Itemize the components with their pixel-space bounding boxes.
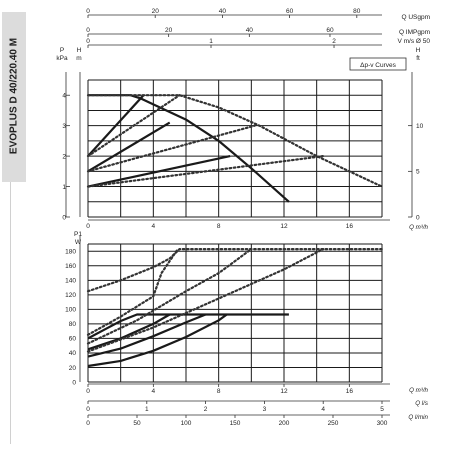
top-axis-tick-label: 1 (209, 38, 213, 45)
top-axis-tick-label: 0 (86, 27, 90, 34)
max-speed-curve (86, 248, 253, 345)
top-axis-tick-label: 0 (86, 8, 90, 15)
bottom-axis-tick-label: 100 (181, 420, 192, 427)
top-axis-tick-label: 0 (86, 38, 90, 45)
legend-label: Δp-v Curves (360, 62, 397, 69)
left-axis-tick-label: 20 (69, 365, 77, 372)
max-speed-curve (86, 94, 181, 158)
product-label-rule (10, 182, 11, 444)
right-axis-tick-label: 0 (416, 214, 420, 221)
bottom-axis-unit: Q l/min (408, 414, 428, 421)
top-axis-unit: Q USgpm (401, 14, 430, 21)
operating-curve (87, 94, 145, 157)
max-speed-curve (86, 248, 179, 336)
bottom-axis-tick-label: 8 (217, 388, 221, 395)
left-axis-label: P (60, 47, 64, 54)
bottom-axis-tick-label: 0 (86, 223, 90, 230)
right-axis-label: H (416, 47, 421, 54)
bottom-axis-tick-label: 50 (133, 420, 141, 427)
top-axis-tick-label: 60 (286, 8, 294, 15)
left-axis-tick-label: 180 (65, 249, 76, 256)
bottom-axis-tick-label: 0 (86, 420, 90, 427)
max-speed-curve (86, 248, 325, 353)
bottom-axis-unit: Q m³/h (409, 387, 428, 394)
left-axis-tick-label: 3 (62, 123, 66, 130)
operating-curve (88, 94, 290, 203)
bottom-axis-tick-label: 4 (152, 223, 156, 230)
left-axis-tick-label: 80 (69, 321, 77, 328)
left-axis-label: H (77, 47, 82, 54)
left-axis-label: W (75, 239, 82, 246)
max-speed-curve (86, 124, 256, 173)
left-axis-tick-label: 0 (62, 214, 66, 221)
operating-curve (87, 313, 228, 368)
bottom-axis-tick-label: 3 (263, 406, 267, 413)
top-axis-unit: Q IMPgpm (399, 29, 430, 36)
max-speed-curve (86, 248, 384, 293)
bottom-axis-tick-label: 8 (217, 223, 221, 230)
left-axis-tick-label: 40 (69, 350, 77, 357)
bottom-axis-tick-label: 0 (86, 388, 90, 395)
left-axis-tick-label: 0 (72, 379, 76, 386)
top-axis-tick-label: 80 (353, 8, 361, 15)
left-axis-tick-label: 2 (62, 153, 66, 160)
operating-curve (87, 313, 289, 340)
left-axis-tick-label: 120 (65, 292, 76, 299)
top-axis-unit: V m/s Ø 50 (397, 38, 430, 45)
bottom-axis-tick-label: 16 (346, 388, 354, 395)
right-axis-tick-label: 10 (416, 123, 424, 130)
left-axis-label: P1 (74, 231, 82, 238)
top-axis-tick-label: 20 (165, 27, 173, 34)
top-axis-tick-label: 60 (326, 27, 334, 34)
bottom-axis-tick-label: 16 (346, 223, 354, 230)
bottom-axis-tick-label: 4 (152, 388, 156, 395)
left-axis-label: m (76, 55, 81, 62)
top-axis-tick-label: 40 (246, 27, 254, 34)
left-axis-tick-label: 160 (65, 263, 76, 270)
right-axis-tick-label: 5 (416, 169, 420, 176)
bottom-axis-unit: Q l/s (415, 400, 428, 407)
bottom-axis-tick-label: 2 (204, 406, 208, 413)
left-axis-label: kPa (56, 55, 68, 62)
bottom-axis-tick-label: 200 (279, 420, 290, 427)
operating-curve (87, 155, 231, 188)
bottom-axis-tick-label: 12 (280, 388, 288, 395)
product-label-tab (2, 12, 26, 182)
bottom-axis-tick-label: 12 (280, 223, 288, 230)
bottom-axis-tick-label: 150 (230, 420, 241, 427)
top-axis-tick-label: 20 (152, 8, 160, 15)
max-speed-curve (86, 94, 384, 188)
operating-curve (87, 121, 171, 173)
right-axis-label: ft (416, 55, 420, 62)
bottom-axis-tick-label: 1 (145, 406, 149, 413)
left-axis-tick-label: 4 (62, 93, 66, 100)
top-axis-tick-label: 40 (219, 8, 227, 15)
left-axis-tick-label: 60 (69, 336, 77, 343)
left-axis-tick-label: 100 (65, 307, 76, 314)
left-axis-tick-label: 140 (65, 278, 76, 285)
bottom-axis-tick-label: 0 (86, 406, 90, 413)
legend-box (349, 57, 407, 71)
bottom-axis-tick-label: 250 (328, 420, 339, 427)
left-axis-tick-label: 1 (62, 184, 66, 191)
bottom-axis-unit: Q m³/h (409, 224, 428, 231)
bottom-axis-tick-label: 300 (377, 420, 388, 427)
operating-curve (87, 313, 207, 358)
bottom-axis-tick-label: 4 (321, 406, 325, 413)
max-speed-curve (86, 155, 325, 188)
operating-curve (87, 313, 171, 351)
bottom-axis-tick-label: 5 (380, 406, 384, 413)
top-axis-tick-label: 2 (332, 38, 336, 45)
